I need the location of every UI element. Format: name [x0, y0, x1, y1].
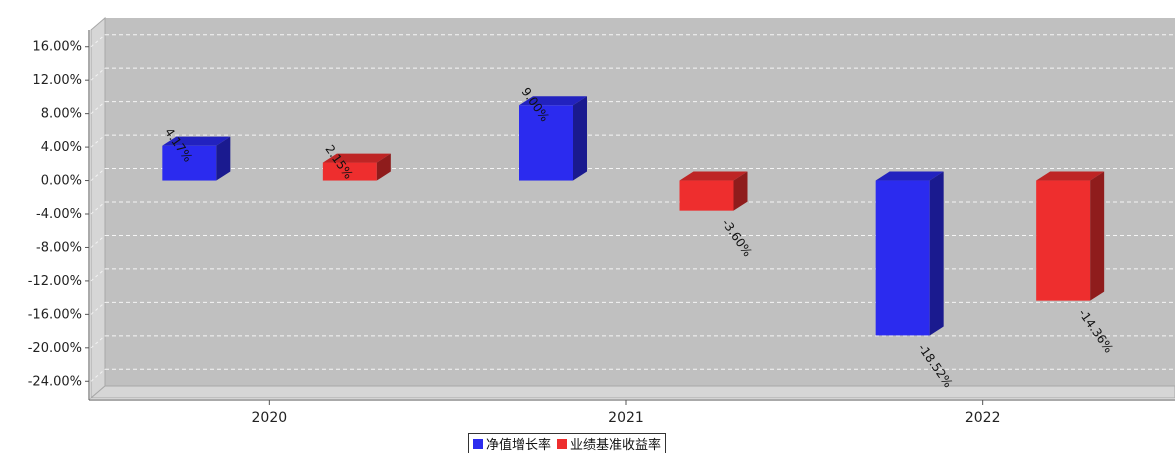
- bar-side: [573, 96, 587, 181]
- legend-item-benchmark: 业绩基准收益率: [557, 434, 661, 453]
- legend-label-nav-growth: 净值增长率: [486, 438, 552, 453]
- y-tick-label: -16.00%: [28, 307, 82, 322]
- y-tick-label: 12.00%: [32, 73, 82, 88]
- x-tick-label: 2022: [965, 410, 1001, 426]
- bar-side: [929, 171, 944, 336]
- plot-frame: [88, 16, 1175, 401]
- bar-side: [733, 171, 748, 211]
- bar-front: [322, 162, 377, 181]
- bar-业绩基准收益率-2021: [679, 171, 748, 211]
- y-tick-label: 8.00%: [41, 107, 82, 122]
- bar-front: [679, 180, 734, 211]
- y-tick-label: 0.00%: [41, 174, 82, 189]
- bar-净值增长率-2020: [162, 136, 231, 181]
- y-tick-label: 4.00%: [41, 140, 82, 155]
- y-tick-label: 16.00%: [32, 40, 82, 55]
- bar-top: [679, 171, 748, 181]
- bar-top: [519, 96, 587, 106]
- bar-side: [216, 136, 231, 181]
- y-axis: 16.00% 12.00% 8.00% 4.00% 0.00% -4.00% -8.00% -…: [28, 40, 89, 389]
- bar-业绩基准收益率-2022: [1036, 171, 1105, 301]
- bar-业绩基准收益率-2020: [322, 153, 391, 181]
- bar-front: [875, 180, 930, 336]
- bar-side: [376, 153, 391, 181]
- bars: [162, 96, 1105, 336]
- bar-top: [875, 171, 944, 181]
- y-tick-label: -20.00%: [28, 341, 82, 356]
- y-tick-label: -12.00%: [28, 274, 82, 289]
- bar-净值增长率-2022: [875, 171, 944, 336]
- bar-front: [162, 145, 217, 181]
- bar-top: [322, 153, 391, 163]
- y-tick-label: -8.00%: [36, 240, 82, 255]
- y-tick-label: -4.00%: [36, 207, 82, 222]
- x-tick-label: 2021: [608, 410, 644, 426]
- legend-label-benchmark: 业绩基准收益率: [570, 438, 662, 453]
- plot-side-wall: [90, 16, 106, 400]
- plot-floor: [89, 385, 1175, 399]
- legend-item-nav-growth: 净值增长率: [473, 434, 551, 453]
- bar-side: [1090, 171, 1105, 301]
- x-tick-label: 2020: [252, 410, 288, 426]
- bar-front: [519, 105, 573, 181]
- legend: 净值增长率 业绩基准收益率: [468, 433, 667, 453]
- bar-净值增长率-2021: [519, 96, 587, 181]
- bar-top: [162, 136, 231, 146]
- x-axis: 2020 2021 2022: [252, 400, 1001, 426]
- legend-swatch-blue: [473, 438, 483, 449]
- legend-swatch-red: [557, 438, 568, 449]
- y-tick-label: -24.00%: [28, 374, 82, 389]
- bar-top: [1036, 171, 1105, 181]
- bar-front: [1036, 180, 1091, 301]
- gridlines: [90, 34, 1175, 382]
